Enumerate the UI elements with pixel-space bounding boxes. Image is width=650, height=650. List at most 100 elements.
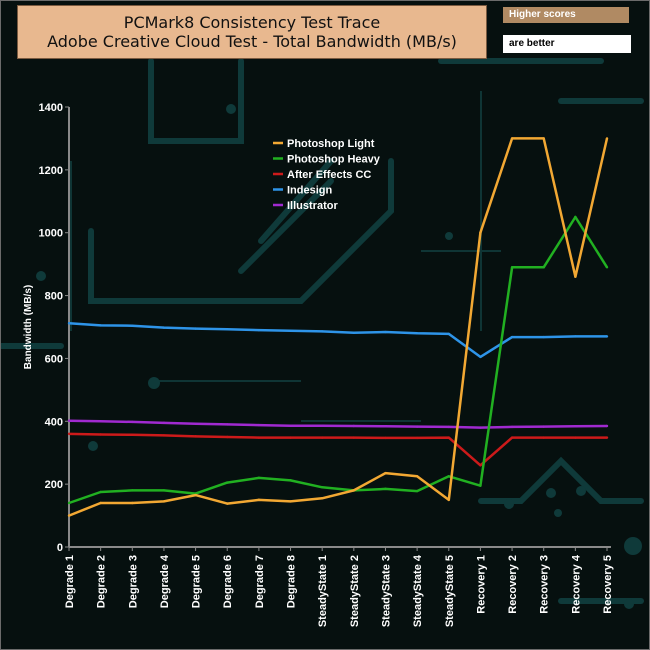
data-point-photoshop-light <box>415 475 419 478</box>
data-point-indesign <box>67 322 71 325</box>
series-layer <box>67 137 609 517</box>
data-point-illustrator <box>99 420 102 423</box>
data-point-illustrator <box>384 425 387 428</box>
data-point-indesign <box>574 335 577 338</box>
data-point-after-effects-cc <box>131 433 134 436</box>
chart-title-box: PCMark8 Consistency Test Trace Adobe Cre… <box>17 5 487 59</box>
data-point-indesign <box>352 331 356 334</box>
are-better-note: are better <box>503 35 631 53</box>
data-point-after-effects-cc <box>542 436 545 439</box>
y-tick-label: 200 <box>45 479 63 491</box>
series-line-photoshop-heavy <box>68 215 609 505</box>
data-point-illustrator <box>447 425 450 429</box>
data-point-photoshop-light <box>447 498 450 502</box>
data-point-illustrator <box>226 423 229 426</box>
x-tick-label: SteadyState 2 <box>349 555 361 627</box>
data-point-photoshop-light <box>194 493 197 497</box>
series-line-indesign <box>68 321 607 359</box>
data-point-after-effects-cc <box>510 436 514 439</box>
data-point-after-effects-cc <box>384 436 387 440</box>
data-point-photoshop-heavy <box>99 490 102 494</box>
data-point-photoshop-heavy <box>162 489 166 492</box>
chart-subtitle: Adobe Creative Cloud Test - Total Bandwi… <box>47 32 457 51</box>
data-point-illustrator <box>131 420 134 424</box>
data-point-after-effects-cc <box>320 436 324 439</box>
y-tick-label: 1200 <box>39 165 63 177</box>
data-point-photoshop-light <box>289 500 292 503</box>
data-point-indesign <box>479 355 482 359</box>
x-tick-label: Degrade 6 <box>222 555 234 608</box>
legend-label-photoshop-light: Photoshop Light <box>287 138 375 150</box>
y-tick-label: 800 <box>45 291 63 303</box>
data-point-photoshop-light <box>605 137 609 140</box>
data-point-after-effects-cc <box>162 434 166 437</box>
data-point-photoshop-heavy <box>257 476 261 480</box>
data-point-photoshop-heavy <box>479 484 482 487</box>
data-point-photoshop-heavy <box>542 266 545 269</box>
data-point-photoshop-heavy <box>384 487 387 491</box>
data-point-illustrator <box>479 426 482 429</box>
data-point-after-effects-cc <box>605 436 609 439</box>
data-point-indesign <box>510 335 514 339</box>
data-point-indesign <box>415 332 419 335</box>
data-point-after-effects-cc <box>574 436 577 439</box>
x-tick-label: Recovery 1 <box>475 555 487 614</box>
legend-label-illustrator: Illustrator <box>287 200 338 212</box>
legend-label-indesign: Indesign <box>287 185 333 197</box>
data-point-photoshop-heavy <box>67 501 71 505</box>
data-point-after-effects-cc <box>99 433 102 436</box>
x-tick-label: Degrade 1 <box>64 555 76 608</box>
chart-axes: 0 200 400 600 800 1000 1200 1400 Degrade 1 Degrad… <box>23 102 614 627</box>
data-point-illustrator <box>67 419 71 422</box>
y-axis-title: Bandwidth (MB/s) <box>23 285 34 369</box>
data-point-illustrator <box>574 425 577 428</box>
data-point-indesign <box>99 324 102 327</box>
data-point-photoshop-light <box>226 502 229 505</box>
data-point-illustrator <box>352 424 356 428</box>
data-point-illustrator <box>510 425 514 429</box>
y-tick-label: 0 <box>57 542 63 554</box>
data-point-after-effects-cc <box>289 436 292 439</box>
data-point-photoshop-heavy <box>415 489 419 493</box>
data-point-indesign <box>605 335 609 338</box>
data-point-after-effects-cc <box>352 436 356 439</box>
data-point-indesign <box>226 328 229 331</box>
data-point-illustrator <box>415 425 419 428</box>
data-point-photoshop-light <box>99 501 102 505</box>
data-point-illustrator <box>162 421 166 425</box>
data-point-photoshop-heavy <box>447 475 450 478</box>
data-point-after-effects-cc <box>194 435 197 438</box>
chart-title: PCMark8 Consistency Test Trace <box>123 13 381 32</box>
data-point-photoshop-light <box>67 514 71 517</box>
data-point-after-effects-cc <box>479 464 482 467</box>
x-tick-label: SteadyState 4 <box>412 554 424 627</box>
data-point-photoshop-light <box>320 497 324 500</box>
data-point-photoshop-heavy <box>574 215 577 219</box>
data-point-photoshop-light <box>162 500 166 503</box>
x-tick-label: Degrade 2 <box>96 555 108 608</box>
series-line-photoshop-light <box>68 137 609 517</box>
data-point-photoshop-heavy <box>510 266 514 269</box>
x-tick-label: Degrade 4 <box>159 554 171 608</box>
series-line-illustrator <box>68 419 608 429</box>
legend-label-photoshop-heavy: Photoshop Heavy <box>287 154 381 166</box>
y-tick-label: 1000 <box>39 228 63 240</box>
data-point-photoshop-heavy <box>605 266 609 269</box>
data-point-photoshop-heavy <box>131 489 134 492</box>
x-tick-label: Recovery 3 <box>539 555 551 614</box>
data-point-illustrator <box>289 424 292 427</box>
data-point-photoshop-light <box>510 137 514 140</box>
x-tick-label: Recovery 4 <box>570 554 582 614</box>
chart-legend: Photoshop Light Photoshop Heavy After Effe… <box>273 138 381 212</box>
data-point-indesign <box>257 328 261 332</box>
data-point-photoshop-light <box>384 471 387 475</box>
x-tick-label: SteadyState 5 <box>444 555 456 627</box>
x-tick-label: Degrade 8 <box>286 555 298 608</box>
data-point-after-effects-cc <box>447 436 450 439</box>
data-point-photoshop-heavy <box>289 479 292 482</box>
x-tick-label: Recovery 5 <box>602 555 614 614</box>
data-point-photoshop-heavy <box>320 486 324 489</box>
data-point-indesign <box>447 332 450 336</box>
